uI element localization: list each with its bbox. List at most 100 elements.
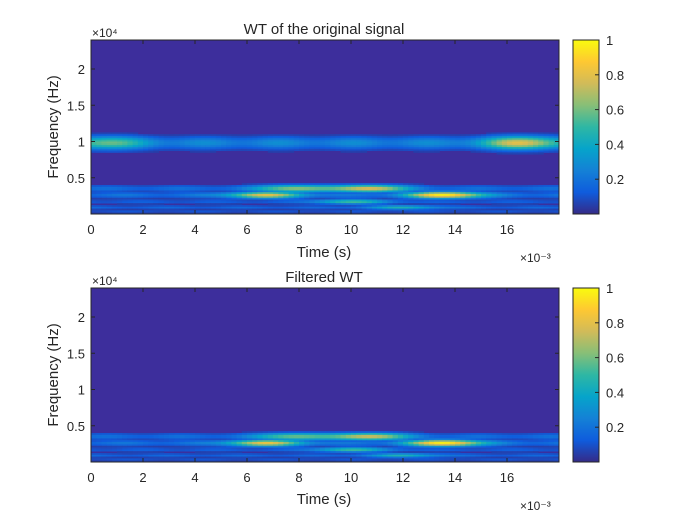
heatmap-cell [200, 148, 206, 151]
heatmap-cell [205, 445, 211, 448]
heatmap-cell [132, 139, 139, 142]
heatmap-cell [330, 208, 336, 211]
heatmap-cell [231, 452, 237, 456]
heatmap-cell [397, 186, 404, 190]
heatmap-cell [283, 150, 289, 153]
heatmap-cell [345, 452, 352, 456]
heatmap-cell [319, 212, 326, 215]
heatmap-cell [538, 458, 544, 461]
heatmap-cell [96, 148, 102, 151]
heatmap-cell [304, 183, 310, 186]
heatmap-cell [444, 208, 451, 211]
heatmap-cell [231, 445, 237, 448]
heatmap-cell [413, 454, 419, 457]
heatmap-cell [507, 204, 513, 208]
heatmap-cell [392, 141, 399, 144]
heatmap-cell [366, 192, 373, 195]
heatmap-cell [304, 199, 310, 202]
heatmap-cell [325, 199, 331, 202]
heatmap-cell [288, 137, 295, 141]
heatmap-cell [143, 134, 149, 137]
heatmap-cell [553, 440, 560, 443]
heatmap-cell [101, 195, 107, 199]
heatmap-cell [335, 436, 341, 439]
heatmap-cell [241, 139, 248, 142]
heatmap-cell [371, 136, 378, 139]
heatmap-cell [91, 146, 97, 150]
heatmap-cell [527, 192, 534, 195]
heatmap-cell [533, 192, 539, 195]
heatmap-cell [548, 143, 555, 146]
heatmap-cell [252, 186, 258, 190]
heatmap-cell [340, 442, 347, 445]
heatmap-cell [299, 443, 305, 447]
heatmap-cell [137, 139, 144, 142]
heatmap-cell [356, 146, 362, 150]
heatmap-cell [496, 212, 503, 215]
heatmap-cell [96, 199, 102, 202]
heatmap-cell [257, 192, 263, 195]
heatmap-cell [444, 452, 451, 456]
heatmap-cell [501, 458, 508, 461]
heatmap-cell [215, 206, 222, 209]
heatmap-cell [413, 139, 419, 142]
heatmap-cell [117, 137, 123, 141]
heatmap-cell [200, 134, 206, 137]
heatmap-cell [325, 145, 331, 148]
heatmap-cell [522, 210, 529, 213]
heatmap-cell [267, 436, 274, 439]
heatmap-cell [553, 443, 560, 447]
heatmap-cell [538, 454, 544, 457]
heatmap-cell [299, 185, 305, 188]
heatmap-cell [345, 134, 352, 137]
heatmap-cell [200, 436, 206, 439]
heatmap-cell [345, 195, 352, 199]
heatmap-cell [257, 445, 263, 448]
heatmap-cell [299, 197, 305, 200]
heatmap-cell [397, 185, 404, 188]
heatmap-cell [543, 188, 549, 191]
heatmap-cell [377, 136, 383, 139]
heatmap-cell [382, 440, 388, 443]
heatmap-cell [101, 447, 107, 450]
heatmap-cell [137, 434, 144, 438]
heatmap-cell [221, 197, 227, 200]
heatmap-cell [423, 141, 430, 144]
heatmap-cell [137, 150, 144, 153]
heatmap-cell [200, 445, 206, 448]
heatmap-cell [475, 143, 482, 146]
heatmap-cell [319, 204, 326, 208]
heatmap-cell [174, 190, 180, 193]
heatmap-cell [319, 139, 326, 142]
heatmap-cell [314, 456, 321, 459]
heatmap-cell [517, 188, 523, 191]
heatmap-cell [195, 186, 201, 190]
heatmap-cell [538, 445, 544, 448]
heatmap-cell [429, 440, 435, 443]
heatmap-cell [403, 203, 409, 206]
heatmap-cell [236, 443, 243, 447]
heatmap-cell [470, 443, 477, 447]
heatmap-cell [267, 197, 274, 200]
heatmap-cell [481, 141, 487, 144]
heatmap-cell [377, 188, 383, 191]
heatmap-cell [403, 148, 409, 151]
heatmap-cell [434, 148, 440, 151]
heatmap-cell [132, 460, 139, 463]
heatmap-cell [117, 146, 123, 150]
heatmap-cell [496, 447, 503, 450]
heatmap-cell [111, 208, 118, 211]
heatmap-cell [361, 458, 367, 461]
heatmap-cell [434, 208, 440, 211]
heatmap-cell [278, 454, 284, 457]
heatmap-cell [470, 185, 477, 188]
heatmap-cell [543, 442, 549, 445]
heatmap-cell [403, 141, 409, 144]
heatmap-cell [299, 460, 305, 463]
heatmap-cell [517, 443, 523, 447]
heatmap-cell [247, 146, 253, 150]
heatmap-cell [377, 210, 383, 213]
heatmap-cell [345, 194, 352, 197]
heatmap-cell [210, 204, 217, 208]
heatmap-cell [241, 442, 248, 445]
